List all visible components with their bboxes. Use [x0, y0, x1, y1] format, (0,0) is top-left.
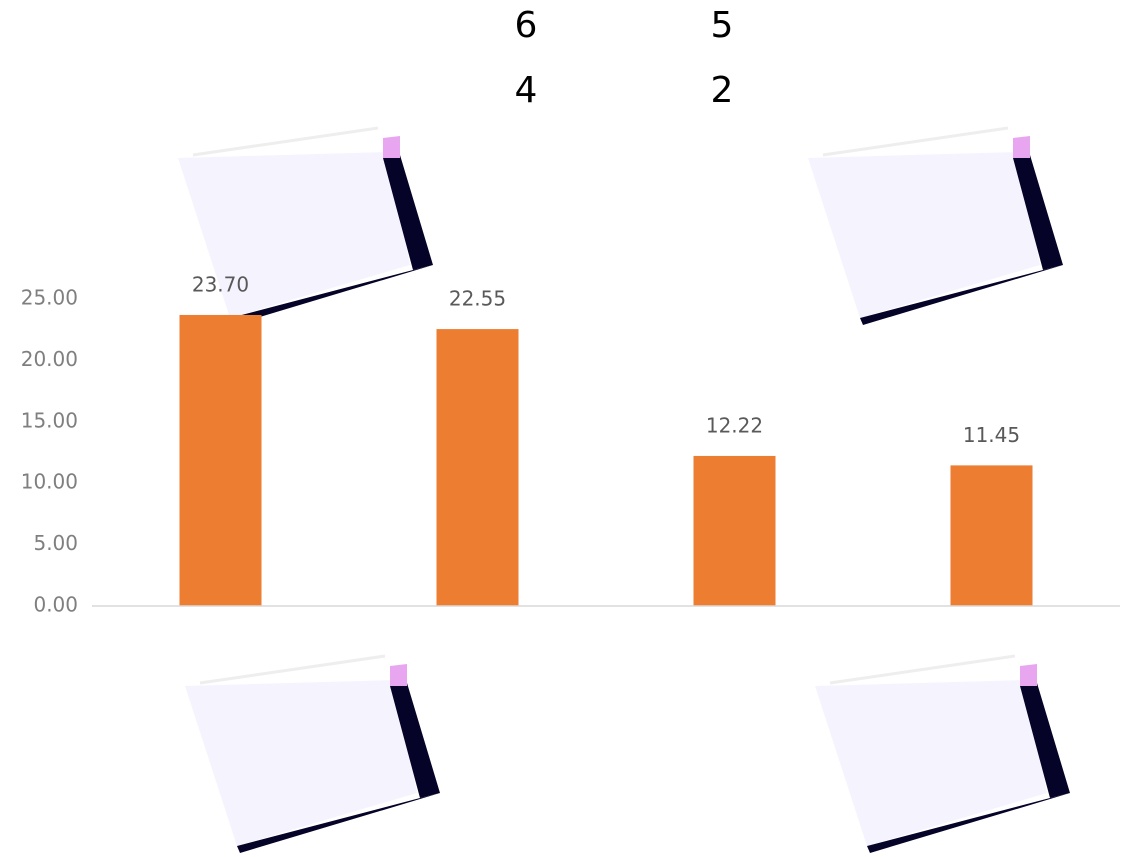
- y-tick-label: 0.00: [33, 593, 78, 617]
- y-tick-label: 15.00: [21, 408, 78, 432]
- value-label: 11.45: [963, 423, 1020, 447]
- y-tick-label: 20.00: [21, 347, 78, 371]
- value-label: 22.55: [449, 287, 506, 311]
- annotation: 6: [515, 5, 538, 46]
- bar: [179, 314, 262, 606]
- annotation: 2: [711, 70, 734, 111]
- watermark: [806, 126, 1065, 327]
- bar: [950, 465, 1033, 606]
- y-tick-label: 10.00: [21, 470, 78, 494]
- bar: [693, 455, 776, 606]
- value-label: 23.70: [192, 272, 249, 296]
- watermark: [183, 654, 442, 855]
- y-tick-label: 5.00: [33, 531, 78, 555]
- watermark: [813, 654, 1072, 855]
- annotation: 4: [515, 70, 538, 111]
- annotation: 5: [711, 5, 734, 46]
- y-tick-label: 25.00: [21, 286, 78, 310]
- value-label: 12.22: [706, 413, 763, 437]
- bar: [436, 329, 519, 606]
